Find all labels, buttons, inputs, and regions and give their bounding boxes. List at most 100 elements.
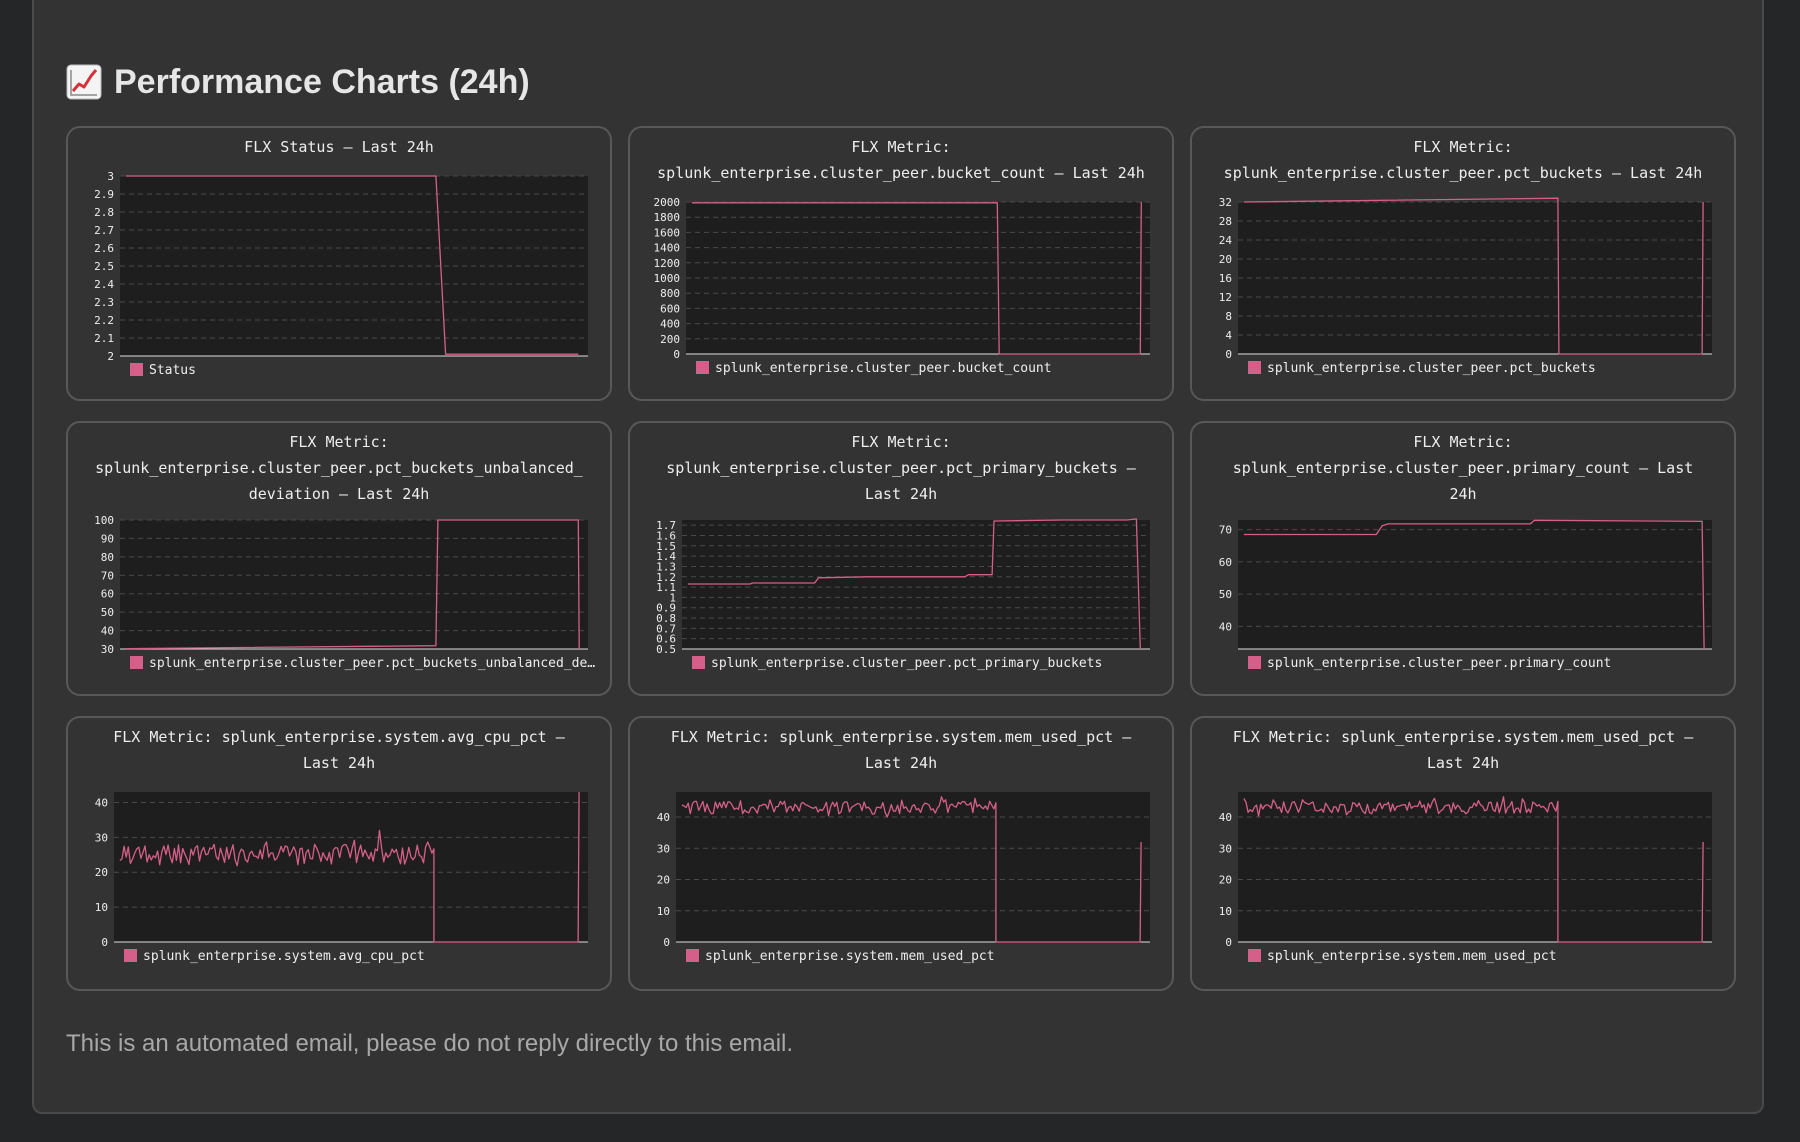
chart-title-line: splunk_enterprise.cluster_peer.primary_c…: [1233, 459, 1694, 477]
y-tick-label: 1800: [654, 211, 681, 224]
y-tick-label: 2.7: [94, 224, 114, 237]
chart-title-line: Last 24h: [303, 754, 375, 772]
y-tick-label: 1.7: [656, 519, 676, 532]
section-title: Performance Charts (24h): [66, 58, 530, 106]
legend-swatch: [692, 656, 705, 669]
y-tick-label: 10: [95, 901, 108, 914]
legend-swatch: [130, 363, 143, 376]
y-tick-label: 2.6: [94, 242, 114, 255]
y-tick-label: 60: [101, 588, 114, 601]
chart-svg: FLX Metric: splunk_enterprise.cluster_pee…: [94, 433, 595, 671]
y-tick-label: 0.8: [656, 612, 676, 625]
chart-title-line: Last 24h: [1427, 754, 1499, 772]
series-line: [125, 519, 580, 650]
legend-swatch: [1248, 949, 1261, 962]
y-tick-label: 2.4: [94, 278, 114, 291]
y-tick-label: 1: [669, 591, 676, 604]
y-tick-label: 40: [101, 625, 114, 638]
y-tick-label: 1.3: [656, 560, 676, 573]
y-tick-label: 32: [1219, 196, 1232, 209]
chart-title-line: splunk_enterprise.cluster_peer.pct_bucke…: [95, 459, 584, 477]
plot-area: [120, 520, 588, 649]
chart-svg: FLX Status – Last 24h 3 2.9 2.8 2.7 2.6 2.5 2.4…: [94, 138, 588, 378]
series-line: [1243, 519, 1705, 650]
y-tick-label: 400: [660, 318, 680, 331]
y-tick-label: 2.3: [94, 296, 114, 309]
chart-card-pct-primary-buckets: FLX Metric: splunk_enterprise.cluster_pee…: [628, 421, 1174, 696]
y-tick-label: 0: [673, 348, 680, 361]
y-tick-label: 2.9: [94, 188, 114, 201]
legend-label[interactable]: splunk_enterprise.system.mem_used_pct: [1267, 949, 1557, 964]
chart-title-line: 24h: [1449, 485, 1476, 503]
chart-svg: FLX Metric: splunk_enterprise.system.mem…: [657, 728, 1150, 964]
y-tick-label: 0: [1225, 936, 1232, 949]
y-tick-label: 2000: [654, 196, 681, 209]
series-line: [1243, 796, 1704, 943]
y-tick-label: 200: [660, 333, 680, 346]
y-tick-label: 2.1: [94, 332, 114, 345]
chart-card-primary-count: FLX Metric: splunk_enterprise.cluster_pee…: [1190, 421, 1736, 696]
y-tick-label: 3: [107, 170, 114, 183]
chart-card-pct-buckets: FLX Metric: splunk_enterprise.cluster_pee…: [1190, 126, 1736, 401]
series-line: [125, 175, 579, 355]
legend-label[interactable]: splunk_enterprise.cluster_peer.bucket_co…: [715, 361, 1052, 376]
legend-label[interactable]: splunk_enterprise.cluster_peer.pct_bucke…: [1267, 361, 1596, 376]
legend-label[interactable]: splunk_enterprise.cluster_peer.pct_prima…: [711, 656, 1102, 671]
legend-label[interactable]: Status: [149, 363, 196, 378]
y-tick-label: 0: [1225, 348, 1232, 361]
series-line: [1243, 197, 1704, 355]
y-tick-label: 70: [101, 569, 114, 582]
legend-swatch: [1248, 656, 1261, 669]
chart-title-line: FLX Metric:: [289, 433, 388, 451]
footer-note: This is an automated email, please do no…: [66, 1030, 794, 1057]
chart-card-mem-used-pct-1: FLX Metric: splunk_enterprise.system.mem…: [628, 716, 1174, 991]
y-tick-label: 10: [1219, 905, 1232, 918]
y-tick-label: 1200: [654, 257, 681, 270]
y-tick-label: 1.1: [656, 581, 676, 594]
legend-label[interactable]: splunk_enterprise.cluster_peer.primary_c…: [1267, 656, 1611, 671]
y-tick-label: 20: [1219, 253, 1232, 266]
y-tick-label: 20: [657, 874, 670, 887]
chart-card-pct-buckets-unbalanced-deviation: FLX Metric: splunk_enterprise.cluster_pee…: [66, 421, 612, 696]
chart-title-line: FLX Metric:: [851, 138, 950, 156]
y-tick-label: 40: [1219, 620, 1232, 633]
y-tick-label: 1.5: [656, 540, 676, 553]
chart-svg: FLX Metric: splunk_enterprise.cluster_pee…: [1219, 433, 1712, 671]
y-tick-label: 28: [1219, 215, 1232, 228]
y-tick-label: 70: [1219, 524, 1232, 537]
chart-svg: FLX Metric: splunk_enterprise.cluster_pee…: [654, 138, 1150, 376]
legend-swatch: [696, 361, 709, 374]
y-tick-label: 0.7: [656, 622, 676, 635]
y-tick-label: 1400: [654, 242, 681, 255]
legend-swatch: [1248, 361, 1261, 374]
y-tick-label: 600: [660, 302, 680, 315]
y-tick-label: 0.5: [656, 643, 676, 656]
y-tick-label: 20: [95, 866, 108, 879]
y-tick-label: 30: [101, 643, 114, 656]
y-tick-label: 0.9: [656, 602, 676, 615]
y-tick-label: 0.6: [656, 633, 676, 646]
legend-swatch: [124, 949, 137, 962]
legend-label[interactable]: splunk_enterprise.system.mem_used_pct: [705, 949, 995, 964]
y-tick-label: 100: [94, 514, 114, 527]
y-tick-label: 2.5: [94, 260, 114, 273]
series-line: [681, 796, 1142, 943]
chart-title-line: FLX Metric: splunk_enterprise.system.avg…: [113, 728, 566, 746]
chart-card-mem-used-pct-2: FLX Metric: splunk_enterprise.system.mem…: [1190, 716, 1736, 991]
chart-title-line: FLX Metric: splunk_enterprise.system.mem…: [671, 728, 1133, 746]
y-tick-label: 40: [95, 796, 108, 809]
y-tick-label: 30: [657, 842, 670, 855]
legend-label[interactable]: splunk_enterprise.cluster_peer.pct_bucke…: [149, 656, 595, 671]
y-tick-label: 8: [1225, 310, 1232, 323]
chart-svg: FLX Metric: splunk_enterprise.system.avg…: [95, 728, 588, 964]
chart-card-avg-cpu-pct: FLX Metric: splunk_enterprise.system.avg…: [66, 716, 612, 991]
y-tick-label: 24: [1219, 234, 1233, 247]
y-tick-label: 2.2: [94, 314, 114, 327]
y-tick-label: 0: [101, 936, 108, 949]
y-tick-label: 40: [1219, 811, 1232, 824]
series-line: [691, 201, 1142, 355]
chart-title-line: FLX Metric:: [1413, 433, 1512, 451]
legend-label[interactable]: splunk_enterprise.system.avg_cpu_pct: [143, 949, 425, 964]
y-tick-label: 30: [95, 831, 108, 844]
y-tick-label: 80: [101, 551, 114, 564]
